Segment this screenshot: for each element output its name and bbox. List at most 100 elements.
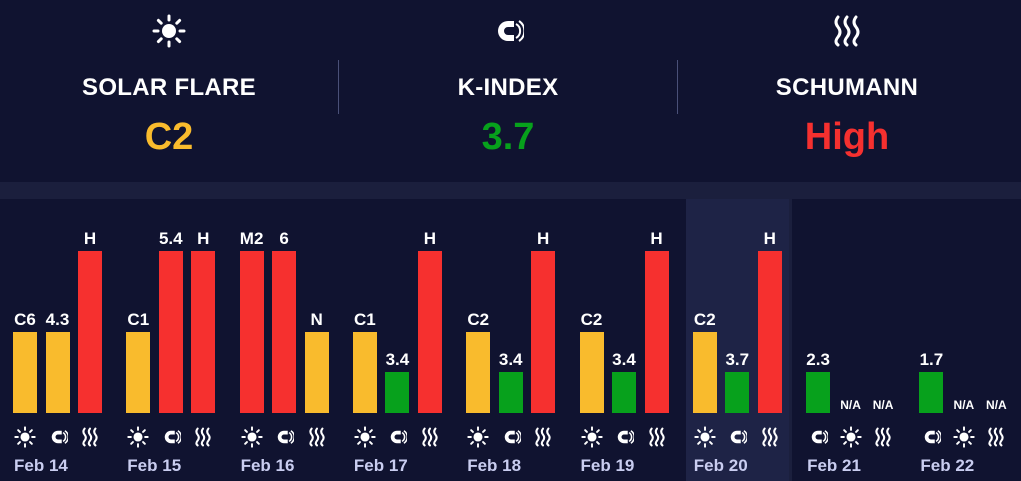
magnet-icon [919, 425, 943, 449]
kindex-value-label: 3.7 [725, 350, 750, 369]
schumann-bar[interactable] [417, 251, 442, 413]
k-index-value: 3.7 [481, 116, 535, 158]
kindex-value-label: 1.7 [919, 350, 944, 369]
day-date-label[interactable]: Feb 20 [693, 456, 748, 475]
schumann-value-label: H [650, 229, 663, 248]
sun-icon [952, 425, 976, 449]
sun-icon [839, 425, 863, 449]
kindex-bar[interactable] [498, 372, 523, 413]
kindex-bar[interactable] [45, 332, 70, 413]
kindex-value-label: 6 [279, 229, 289, 248]
solar-bar[interactable] [352, 332, 377, 413]
waves-icon [678, 14, 1016, 48]
day-date-label[interactable]: Feb 19 [580, 456, 635, 475]
schumann-bar[interactable] [644, 251, 669, 413]
kindex-value-label: 4.3 [45, 310, 70, 329]
schumann-value-label: H [763, 229, 776, 248]
solar-value-label: C6 [14, 310, 36, 329]
sun-icon [580, 425, 604, 449]
solar-bar[interactable] [13, 332, 37, 413]
kindex-bar[interactable] [272, 251, 297, 413]
sun-icon [240, 425, 264, 449]
magnet-icon [499, 425, 523, 449]
waves-icon [984, 425, 1008, 449]
schumann-bar[interactable] [757, 251, 782, 413]
kindex-value-label: 3.4 [612, 350, 636, 369]
waves-icon [191, 425, 215, 449]
schumann-summary[interactable]: SCHUMANN High [678, 0, 1016, 182]
day-date-label[interactable]: Feb 18 [467, 456, 522, 475]
schumann-value-label: H [537, 229, 550, 248]
magnet-icon [339, 14, 677, 48]
sun-icon [13, 425, 37, 449]
waves-icon [645, 425, 669, 449]
schumann-bar[interactable] [78, 251, 102, 413]
k-index-summary[interactable]: K-INDEX 3.7 [339, 0, 677, 182]
solar-flare-value: C2 [144, 116, 194, 158]
schumann-bar[interactable] [304, 332, 329, 413]
schumann-label: SCHUMANN [775, 74, 919, 101]
kindex-bar[interactable] [158, 251, 183, 413]
forecast-divider [789, 199, 792, 481]
day-date-label[interactable]: Feb 21 [807, 456, 861, 475]
magnet-icon [806, 425, 830, 449]
waves-icon [871, 425, 895, 449]
solar-value-label: C1 [127, 310, 150, 329]
day-date-label[interactable]: Feb 14 [14, 456, 68, 475]
schumann-bar[interactable] [191, 251, 216, 413]
kindex-bar[interactable] [385, 372, 410, 413]
sun-icon [466, 425, 490, 449]
solar-value-label: N/A [840, 398, 861, 412]
schumann-bar[interactable] [531, 251, 556, 413]
schumann-value-label: N [310, 310, 323, 329]
magnet-icon [385, 425, 409, 449]
summary-panel: SOLAR FLARE C2 K-INDEX 3.7 SCHUMANN [0, 0, 1021, 182]
waves-icon [78, 425, 102, 449]
kindex-bar[interactable] [612, 372, 636, 413]
magnet-icon [612, 425, 636, 449]
day-date-label[interactable]: Feb 15 [127, 456, 182, 475]
k-index-label: K-INDEX [457, 74, 559, 101]
solar-value-label: C2 [467, 310, 490, 329]
kindex-bar[interactable] [919, 372, 944, 413]
schumann-value-label: H [197, 229, 210, 248]
schumann-value-label: H [83, 229, 97, 248]
solar-value-label: C1 [354, 310, 376, 329]
schumann-value-label: H [423, 229, 437, 248]
waves-icon [758, 425, 782, 449]
day-date-label[interactable]: Feb 17 [353, 456, 408, 475]
sun-icon [0, 14, 338, 48]
solar-bar[interactable] [692, 332, 717, 413]
magnet-icon [159, 425, 183, 449]
kindex-value-label: 2.3 [806, 350, 830, 369]
kindex-bar[interactable] [806, 372, 831, 413]
solar-value-label: C2 [693, 310, 716, 329]
solar-bar[interactable] [239, 251, 264, 413]
solar-flare-summary[interactable]: SOLAR FLARE C2 [0, 0, 338, 182]
kindex-value-label: 3.4 [498, 350, 523, 369]
day-date-label[interactable]: Feb 22 [920, 456, 975, 475]
waves-icon [305, 425, 329, 449]
solar-value-label: M2 [239, 229, 264, 248]
kindex-bar[interactable] [725, 372, 750, 413]
solar-bar[interactable] [466, 332, 491, 413]
schumann-value-label: N/A [986, 398, 1007, 412]
solar-bar[interactable] [579, 332, 604, 413]
waves-icon [531, 425, 555, 449]
day-date-label[interactable]: Feb 16 [240, 456, 295, 475]
solar-value-label: C2 [580, 310, 603, 329]
sun-icon [126, 425, 150, 449]
magnet-icon [272, 425, 296, 449]
solar-flare-label: SOLAR FLARE [82, 74, 256, 101]
kindex-value-label: 5.4 [158, 229, 183, 248]
section-divider [0, 182, 1021, 199]
divider [677, 60, 678, 114]
solar-bar[interactable] [126, 332, 151, 413]
solar-value-label: N/A [953, 398, 975, 412]
schumann-value: High [804, 116, 890, 158]
magnet-icon [725, 425, 749, 449]
magnet-icon [46, 425, 70, 449]
divider [338, 60, 339, 114]
schumann-value-label: N/A [872, 398, 894, 412]
sun-icon [353, 425, 377, 449]
